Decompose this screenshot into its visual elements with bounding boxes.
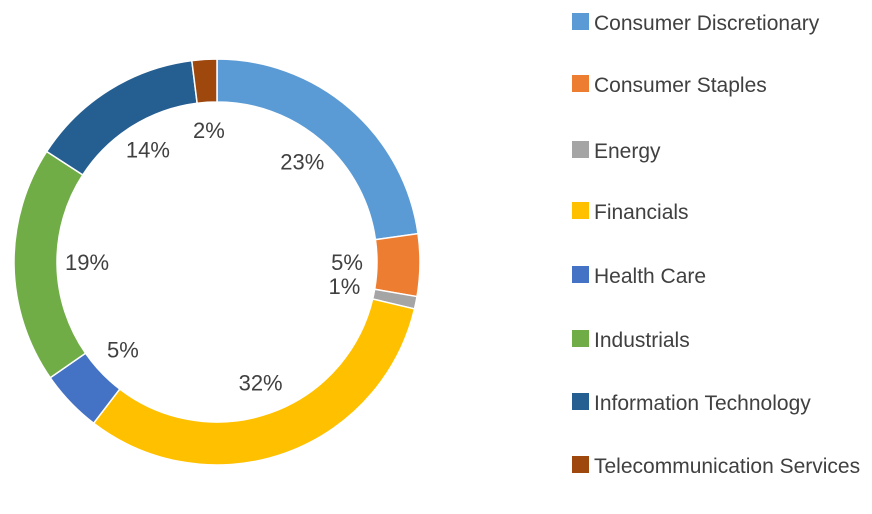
legend-swatch	[572, 13, 589, 30]
data-label: 5%	[107, 338, 139, 363]
legend-item: Consumer Staples	[572, 70, 872, 102]
data-label: 2%	[193, 118, 225, 143]
legend-label: Health Care	[594, 265, 707, 288]
data-label: 1%	[328, 274, 360, 299]
legend-swatch	[572, 456, 589, 473]
legend-label: Financials	[594, 201, 689, 224]
data-label: 5%	[331, 250, 363, 275]
legend-swatch	[572, 330, 589, 347]
legend-item: Energy	[572, 136, 872, 168]
legend-swatch	[572, 75, 589, 92]
legend-label: Energy	[594, 140, 661, 163]
legend-item: Consumer Discretionary	[572, 8, 872, 40]
legend-swatch	[572, 202, 589, 219]
data-label: 23%	[280, 150, 324, 175]
legend-label: Information Technology	[594, 392, 811, 415]
legend-item: Industrials	[572, 325, 872, 357]
data-label: 14%	[126, 138, 170, 163]
legend-item: Telecommunication Services	[572, 451, 872, 483]
legend-label: Consumer Discretionary	[594, 12, 820, 35]
donut-segment	[190, 58, 218, 105]
legend-swatch	[572, 393, 589, 410]
data-label: 19%	[65, 250, 109, 275]
legend-item: Financials	[572, 197, 872, 229]
legend-label: Consumer Staples	[594, 74, 767, 97]
legend-swatch	[572, 266, 589, 283]
legend-label: Telecommunication Services	[594, 455, 861, 478]
chart: 23%5%1%32%5%19%14%2%	[13, 58, 421, 466]
legend-item: Health Care	[572, 261, 872, 293]
legend-item: Information Technology	[572, 388, 872, 420]
donut-segment	[373, 232, 421, 298]
legend-label: Industrials	[594, 329, 690, 352]
legend-swatch	[572, 141, 589, 158]
data-label: 32%	[239, 370, 283, 395]
donut-segment	[45, 59, 198, 176]
